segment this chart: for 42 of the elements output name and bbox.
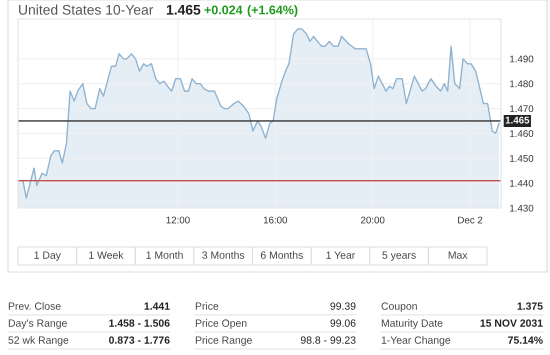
text: 1 Week xyxy=(89,251,124,259)
text: 1 Year xyxy=(326,252,356,259)
text: 1 Day xyxy=(34,252,61,261)
text: 1.441 xyxy=(144,302,170,310)
text: 15 NOV 2031 xyxy=(480,319,543,327)
text: 1-Year Change xyxy=(382,336,450,346)
text: 5 years xyxy=(382,252,416,261)
text: +0.024 xyxy=(204,6,243,14)
text: 6 Months xyxy=(260,251,303,259)
text: 3 Months xyxy=(202,251,244,259)
text: Max xyxy=(448,252,468,259)
y-tick-label: 1.480 xyxy=(510,80,534,88)
text: 1.465 xyxy=(166,4,200,15)
y-tick-label: 1.460 xyxy=(510,130,534,138)
x-tick-label: 20:00 xyxy=(361,216,384,224)
y-tick-label: 1.490 xyxy=(510,56,534,62)
text: 52 wk Range xyxy=(8,336,68,346)
text: 1 Month xyxy=(146,251,183,259)
text: 75.14% xyxy=(508,336,543,344)
text: 1.375 xyxy=(518,302,543,310)
text: 1.458 - 1.506 xyxy=(109,319,170,327)
ref-line-label: 1.465 xyxy=(506,116,530,124)
text: 0.873 - 1.776 xyxy=(109,336,170,344)
text: Price Range xyxy=(196,336,252,346)
chart-title: United States 10-Year xyxy=(19,4,154,15)
text: Day's Range xyxy=(8,320,67,329)
text: Coupon xyxy=(382,302,417,312)
text: Price xyxy=(196,302,218,310)
y-tick-label: 1.450 xyxy=(510,154,534,162)
text: 99.06 xyxy=(330,319,356,327)
text: Maturity Date xyxy=(382,319,442,329)
y-tick-label: 1.430 xyxy=(510,204,534,212)
text: 98.8 - 99.23 xyxy=(300,336,356,344)
x-tick-label: Dec 2 xyxy=(458,216,482,224)
x-tick-label: 16:00 xyxy=(264,216,288,224)
x-tick-label: 12:00 xyxy=(166,216,190,224)
y-tick-label: 1.440 xyxy=(510,180,534,187)
text: Price Open xyxy=(196,319,246,329)
text: Prev. Close xyxy=(8,302,61,310)
y-tick-label: 1.470 xyxy=(510,105,534,112)
text: (+1.64%) xyxy=(248,5,298,17)
text: 99.39 xyxy=(330,302,356,310)
